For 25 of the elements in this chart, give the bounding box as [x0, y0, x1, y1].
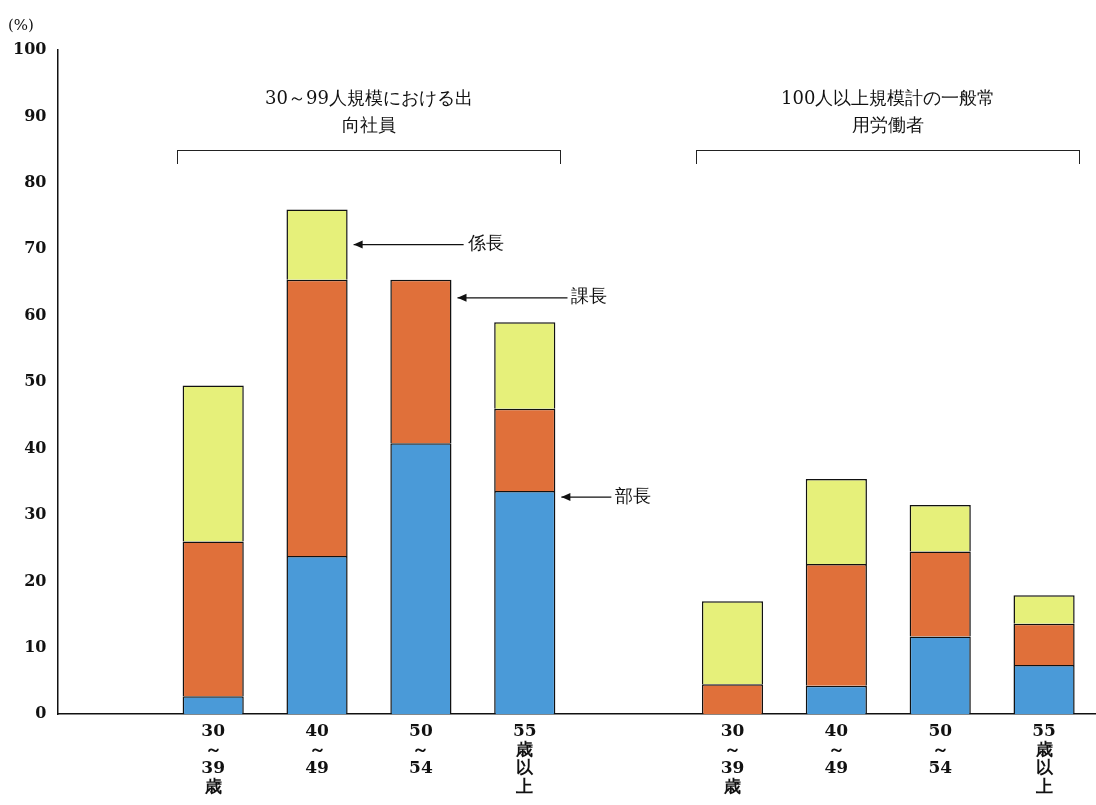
- y-tick-label: 40: [24, 437, 47, 457]
- y-tick-label: 30: [24, 504, 47, 524]
- y-tick-label: 60: [24, 304, 47, 324]
- x-tick-label: 50～54: [409, 719, 433, 778]
- y-tick-label: 20: [24, 570, 47, 590]
- x-tick-label: 50～54: [928, 719, 953, 778]
- x-tick-label: 30～39歳: [720, 719, 745, 797]
- y-tick-label: 50: [24, 371, 47, 391]
- y-tick-label: 70: [24, 238, 47, 258]
- y-tick-label: 10: [24, 636, 47, 656]
- x-tick-label: 40～49: [305, 719, 330, 778]
- x-tick-label: 30～39歳: [201, 719, 226, 797]
- x-tick-label: 40～49: [824, 719, 849, 778]
- y-tick-label: 0: [35, 703, 47, 723]
- annotation: 30～99人規模における出向社員: [264, 85, 474, 137]
- y-tick-label: 80: [24, 172, 47, 191]
- text: 部長: [615, 484, 652, 506]
- text: 課長: [571, 285, 608, 307]
- x-tick-label: 55歳以上: [512, 719, 537, 797]
- y-tick-label: 90: [24, 105, 47, 125]
- annotation: 100人以上規模計の一般常用労働者: [780, 85, 997, 137]
- y-tick-label: 100: [12, 39, 47, 59]
- x-tick-label: 55歳以上: [1032, 719, 1056, 797]
- text: 係長: [466, 232, 504, 254]
- y-axis-title: (%): [8, 15, 34, 34]
